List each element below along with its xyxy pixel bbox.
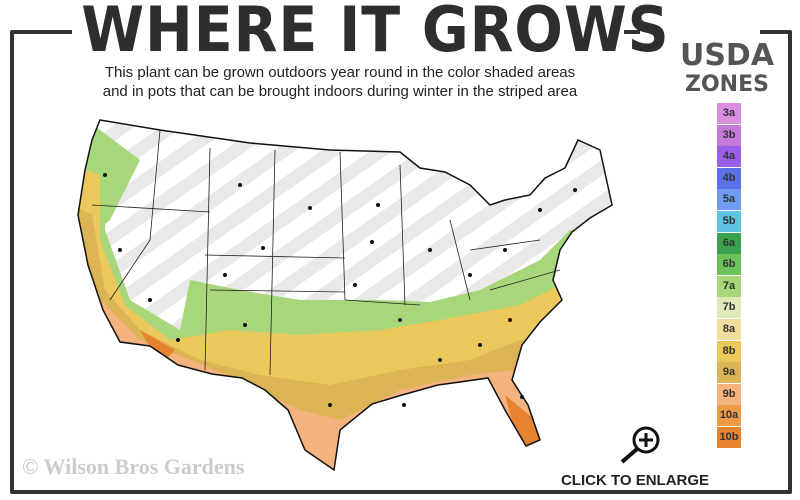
subtitle-line-2: and in pots that can be brought indoors … [102, 83, 578, 100]
legend-zone-8a: 8a [717, 318, 741, 340]
legend-zone-7b: 7b [717, 297, 741, 319]
legend-zone-9a: 9a [717, 362, 741, 384]
legend-title-zones: ZONES [685, 72, 769, 97]
legend-zone-4b: 4b [717, 167, 741, 189]
subtitle-line-1: This plant can be grown outdoors year ro… [104, 64, 576, 81]
legend-zone-8b: 8b [717, 340, 741, 362]
legend-zone-3a: 3a [717, 103, 741, 124]
legend-zone-10a: 10a [717, 405, 741, 427]
copyright-watermark: © Wilson Bros Gardens [22, 454, 245, 479]
legend-title-usda: USDA [679, 38, 775, 73]
legend-zone-9b: 9b [717, 383, 741, 405]
state-borders [91, 129, 561, 376]
capital-markers [103, 173, 577, 407]
legend-zone-6b: 6b [717, 254, 741, 276]
legend-zone-6a: 6a [717, 232, 741, 254]
page-title: WHERE IT GROWS [72, 0, 669, 61]
legend-zone-3b: 3b [717, 124, 741, 146]
usda-zone-legend: 3a 3b 4a 4b 5a 5b 6a 6b 7a 7b 8a 8b 9a 9b 10a 10b [717, 103, 741, 449]
legend-zone-5a: 5a [717, 189, 741, 211]
legend-zone-5b: 5b [717, 210, 741, 232]
legend-zone-7a: 7a [717, 275, 741, 297]
click-to-enlarge-button[interactable]: CLICK TO ENLARGE [535, 472, 735, 490]
magnifier-plus-icon[interactable] [618, 424, 664, 464]
legend-zone-10b: 10b [717, 426, 741, 448]
legend-zone-4a: 4a [717, 146, 741, 168]
frame-gap [640, 20, 760, 40]
